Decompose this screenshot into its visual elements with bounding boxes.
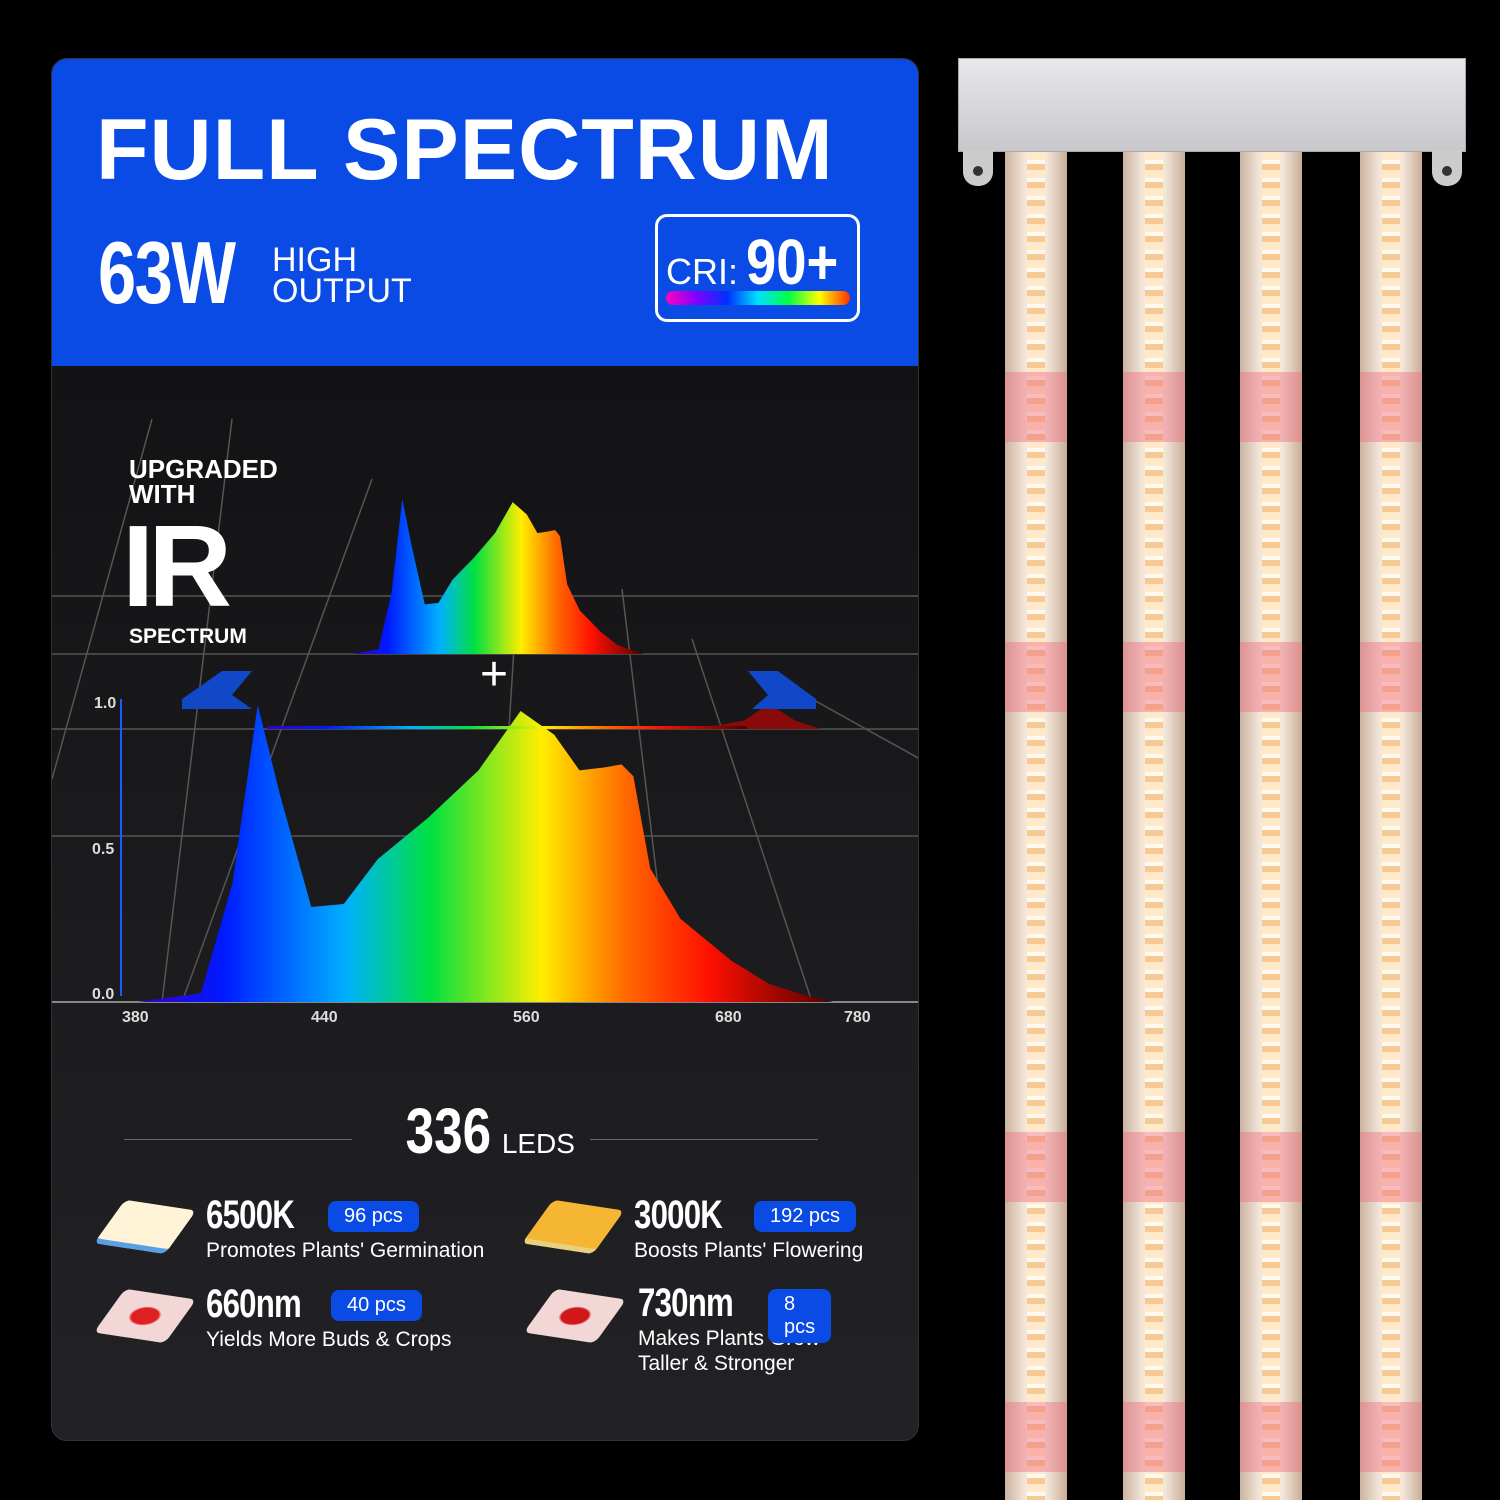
arrow-left-icon xyxy=(182,671,252,709)
x-tick: 780 xyxy=(844,1009,871,1026)
led-name: 730nm xyxy=(638,1281,734,1325)
cri-badge: CRI: 90+ xyxy=(655,214,860,322)
ir-line3: SPECTRUM xyxy=(129,625,247,648)
spectrum-area xyxy=(138,705,834,1002)
grid-line xyxy=(691,638,813,1003)
plus-sign: + xyxy=(480,648,509,701)
x-tick: 680 xyxy=(715,1009,742,1026)
led-pcs-badge: 192 pcs xyxy=(754,1201,857,1232)
hanging-tab xyxy=(963,150,993,186)
led-desc-2: Taller & Stronger xyxy=(638,1352,795,1375)
x-tick: 440 xyxy=(311,1009,338,1026)
light-bar xyxy=(1005,152,1067,1500)
grid-line xyxy=(811,698,918,759)
led-desc: Promotes Plants' Germination xyxy=(206,1239,485,1262)
led-item-730nm: 730nm 8 pcs Makes Plants Grow Taller & S… xyxy=(638,1281,832,1376)
y-tick: 0.5 xyxy=(92,841,115,858)
header-banner: FULL SPECTRUM 63W HIGH OUTPUT CRI: 90+ xyxy=(52,59,918,366)
led-count: 336 LEDS xyxy=(52,1094,918,1168)
cri-value: 90+ xyxy=(746,226,839,298)
led-pcs-badge: 40 pcs xyxy=(331,1290,422,1321)
led-item-6500k: 6500K 96 pcs Promotes Plants' Germinatio… xyxy=(206,1193,484,1263)
light-bar xyxy=(1123,152,1185,1500)
wattage-caption: HIGH OUTPUT xyxy=(272,241,412,310)
light-bar xyxy=(1360,152,1422,1500)
ir-line1: UPGRADED xyxy=(129,454,278,484)
led-desc: Yields More Buds & Crops xyxy=(206,1328,452,1351)
caption-output: OUTPUT xyxy=(272,272,412,310)
x-tick: 560 xyxy=(513,1009,540,1026)
mounting-bracket xyxy=(958,58,1466,152)
ir-spectrum-area xyxy=(697,703,821,729)
divider xyxy=(124,1139,352,1140)
led-name: 660nm xyxy=(206,1282,302,1326)
hanging-tab xyxy=(1432,150,1462,186)
led-name: 3000K xyxy=(634,1193,723,1237)
spectrum-baseline xyxy=(267,726,747,729)
caption-high: HIGH xyxy=(272,241,357,279)
ir-line2: WITH xyxy=(129,479,196,509)
ir-badge: UPGRADED WITH xyxy=(129,454,278,509)
cri-label: CRI: xyxy=(666,251,738,292)
led-name: 6500K xyxy=(206,1193,295,1237)
led-count-value: 336 xyxy=(405,1095,492,1167)
y-tick: 1.0 xyxy=(94,695,117,712)
led-pcs-badge: 8 pcs xyxy=(768,1289,832,1343)
led-item-3000k: 3000K 192 pcs Boosts Plants' Flowering xyxy=(634,1193,863,1263)
led-item-660nm: 660nm 40 pcs Yields More Buds & Crops xyxy=(206,1282,452,1352)
divider xyxy=(590,1139,818,1140)
x-tick: 380 xyxy=(122,1009,149,1026)
spectrum-chart xyxy=(52,418,918,1003)
light-bar xyxy=(1240,152,1302,1500)
grid-line xyxy=(161,418,233,1003)
title: FULL SPECTRUM xyxy=(96,102,834,198)
led-pcs-badge: 96 pcs xyxy=(328,1201,419,1232)
y-tick: 0.0 xyxy=(92,986,115,1003)
ir-big: IR xyxy=(122,501,232,631)
spec-panel: FULL SPECTRUM 63W HIGH OUTPUT CRI: 90+ + … xyxy=(51,58,919,1441)
grid-line xyxy=(52,418,153,780)
led-count-unit: LEDS xyxy=(501,1128,575,1159)
grid-line xyxy=(181,478,373,1003)
arrow-right-icon xyxy=(748,671,816,709)
rainbow-bar xyxy=(666,291,850,305)
spectrum-area-small xyxy=(352,499,645,654)
wattage: 63W xyxy=(98,223,236,322)
led-desc: Boosts Plants' Flowering xyxy=(634,1239,864,1262)
